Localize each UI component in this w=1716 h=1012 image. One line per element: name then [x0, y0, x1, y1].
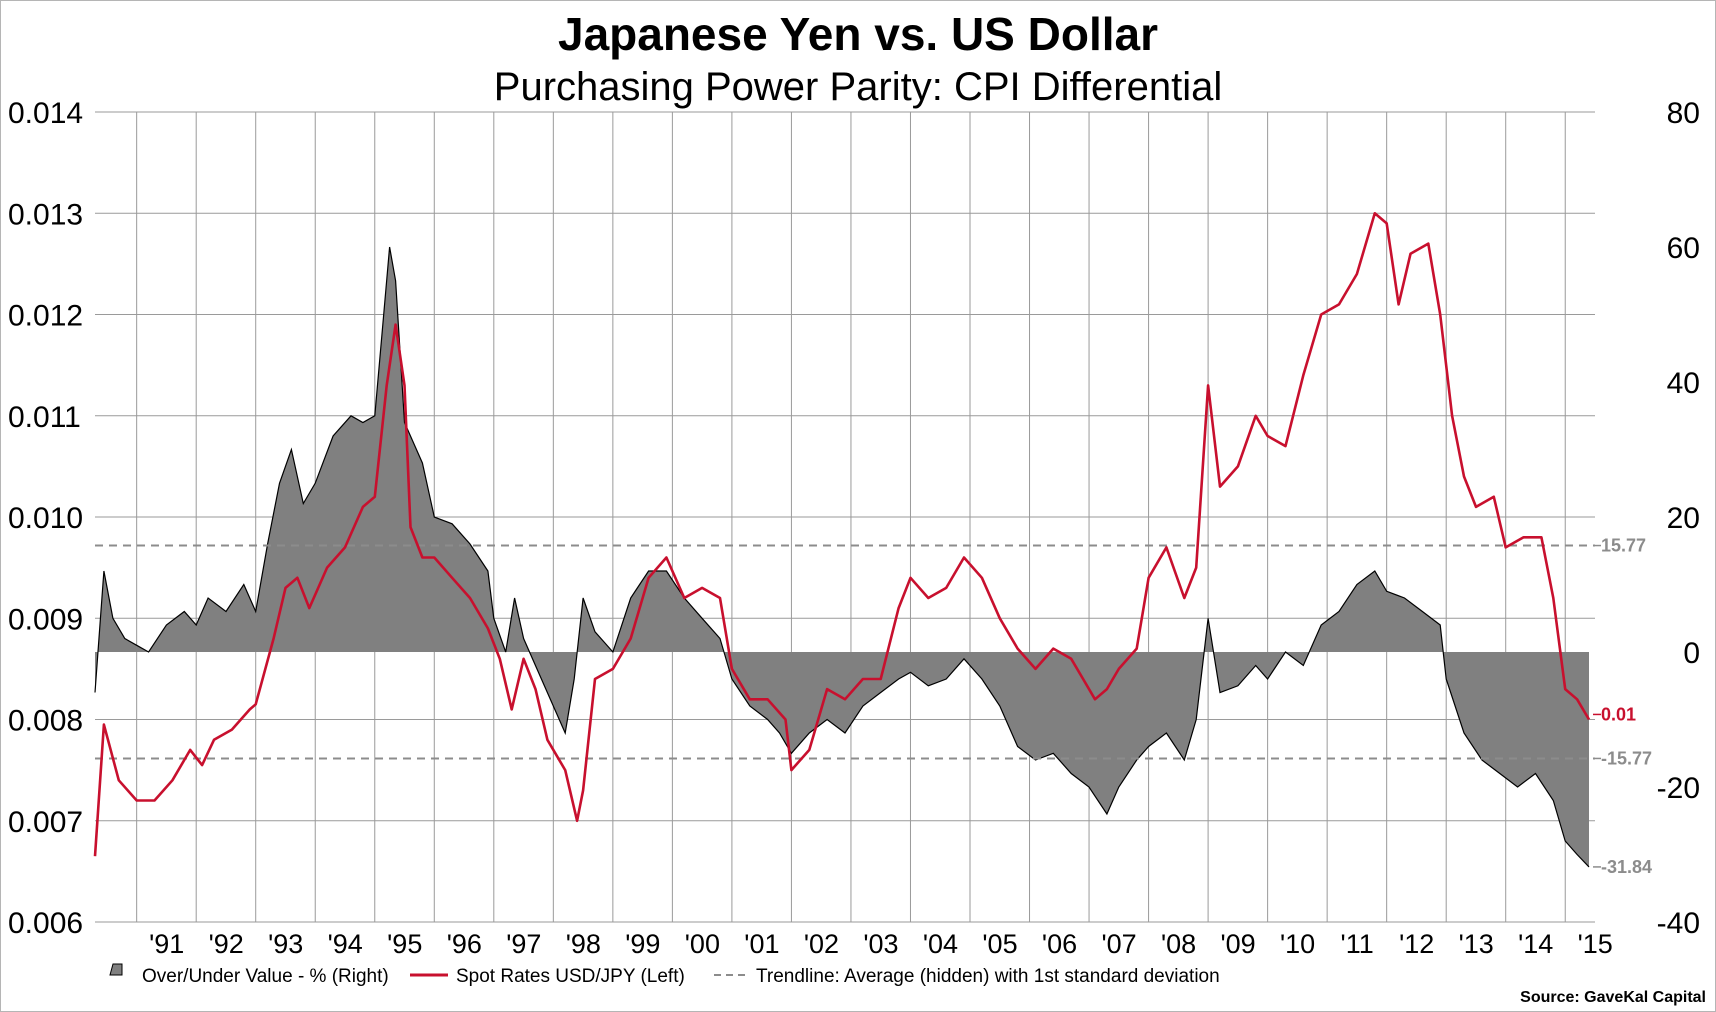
x-axis-tick-label: '01	[744, 929, 779, 959]
right-axis-tick-label: 20	[1667, 502, 1700, 535]
legend-item-trendline: Trendline: Average (hidden) with 1st sta…	[714, 966, 1220, 987]
annotation-label: 15.77	[1601, 536, 1646, 556]
x-axis-tick-label: '99	[625, 929, 660, 959]
right-axis-tick-label: -40	[1657, 907, 1700, 940]
left-axis-tick-label: 0.007	[8, 806, 83, 839]
left-axis-tick-label: 0.008	[8, 705, 83, 738]
x-axis-tick-label: '06	[1042, 929, 1077, 959]
chart-subtitle: Purchasing Power Parity: CPI Differentia…	[494, 65, 1222, 109]
x-axis-tick-label: '09	[1221, 929, 1256, 959]
left-axis-tick-label: 0.012	[8, 300, 83, 333]
x-axis-tick-label: '96	[447, 929, 482, 959]
left-axis-tick-label: 0.006	[8, 907, 83, 940]
right-axis-tick-label: 80	[1667, 97, 1700, 130]
annotation-label: 0.01	[1601, 704, 1636, 724]
legend: Over/Under Value - % (Right) Spot Rates …	[109, 963, 1220, 987]
annotation-label: -15.77	[1601, 748, 1652, 768]
left-axis-tick-label: 0.011	[8, 401, 81, 434]
axes: 0.0060.0070.0080.0090.0100.0110.0120.013…	[8, 97, 1700, 959]
x-axis-tick-label: '91	[149, 929, 184, 959]
over-under-area-outline	[94, 246, 1590, 868]
x-axis-tick-label: '05	[982, 929, 1017, 959]
x-axis-tick-label: '07	[1101, 929, 1136, 959]
x-axis-tick-label: '13	[1459, 929, 1494, 959]
x-axis-tick-label: '97	[506, 929, 541, 959]
legend-label-spot: Spot Rates USD/JPY (Left)	[456, 966, 685, 987]
right-axis-tick-label: 40	[1667, 367, 1700, 400]
spot-rate-path	[93, 212, 1591, 857]
x-axis-tick-label: '98	[566, 929, 601, 959]
left-axis-tick-label: 0.009	[8, 603, 83, 636]
annotation-label: -31.84	[1601, 857, 1652, 877]
x-axis-tick-label: '95	[387, 929, 422, 959]
right-axis-tick-label: -20	[1657, 772, 1700, 805]
source-note: Source: GaveKal Capital	[1520, 989, 1706, 1006]
left-axis-tick-label: 0.013	[8, 198, 83, 231]
x-axis-tick-label: '12	[1399, 929, 1434, 959]
spot-rate-line	[93, 212, 1591, 857]
x-axis-tick-label: '11	[1341, 929, 1374, 959]
right-axis-tick-label: 0	[1683, 637, 1700, 670]
x-axis-tick-label: '10	[1280, 929, 1315, 959]
left-axis-tick-label: 0.014	[8, 97, 83, 130]
x-axis-tick-label: '15	[1578, 929, 1613, 959]
x-axis-tick-label: '03	[863, 929, 898, 959]
legend-label-trendline: Trendline: Average (hidden) with 1st sta…	[756, 966, 1220, 987]
x-axis-tick-label: '93	[268, 929, 303, 959]
x-axis-tick-label: '08	[1161, 929, 1196, 959]
x-axis-tick-label: '00	[685, 929, 720, 959]
right-axis-tick-label: 60	[1667, 232, 1700, 265]
legend-label-area: Over/Under Value - % (Right)	[142, 966, 389, 987]
left-axis-tick-label: 0.010	[8, 502, 83, 535]
x-axis-tick-label: '02	[804, 929, 839, 959]
legend-area-swatch	[109, 963, 123, 976]
x-axis-tick-label: '14	[1518, 929, 1553, 959]
annotations: 15.77 -15.77 0.01 -31.84	[1593, 536, 1652, 877]
legend-item-spot: Spot Rates USD/JPY (Left)	[410, 966, 685, 987]
x-axis-tick-label: '94	[328, 929, 363, 959]
chart-title: Japanese Yen vs. US Dollar	[558, 8, 1158, 60]
over-under-area-fill	[95, 247, 1589, 867]
x-axis-tick-label: '92	[209, 929, 244, 959]
x-axis-tick-label: '04	[923, 929, 958, 959]
legend-item-area: Over/Under Value - % (Right)	[109, 963, 389, 987]
trendline-deviation-lines	[95, 544, 1595, 760]
over-under-value-area	[94, 246, 1590, 868]
